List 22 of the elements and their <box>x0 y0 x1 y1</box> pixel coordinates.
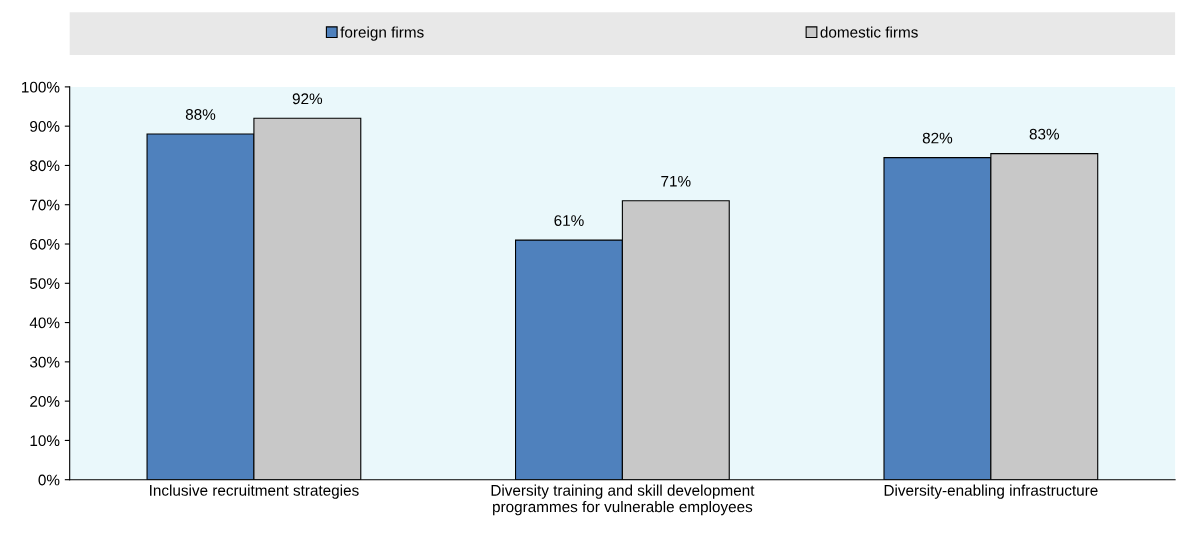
y-tick-label: 20% <box>30 396 60 407</box>
data-label: 83% <box>1029 128 1060 140</box>
y-tick-label: 70% <box>30 199 60 211</box>
legend-label: domestic firms <box>820 26 918 38</box>
y-tick-label: 90% <box>30 121 60 132</box>
data-label: 61% <box>554 215 584 226</box>
data-label: 71% <box>661 175 691 187</box>
y-tick-label: 30% <box>29 356 60 368</box>
data-label: 82% <box>922 132 953 144</box>
y-tick-label: 60% <box>30 238 60 250</box>
x-tick-label: Diversity training and skill development programmes for vulnerable employees <box>491 484 755 516</box>
y-tick-label: 50% <box>29 278 60 289</box>
y-tick-label: 0% <box>38 474 60 486</box>
x-tick-label: Inclusive recruitment strategies <box>150 484 359 499</box>
data-label: 88% <box>185 109 216 120</box>
y-tick-label: 100% <box>22 81 60 93</box>
y-tick-label: 40% <box>29 317 60 329</box>
y-tick-label: 80% <box>30 160 60 172</box>
legend-label: foreign firms <box>340 26 424 41</box>
x-tick-label: Diversity-enabling infrastructure <box>884 484 1098 499</box>
y-tick-label: 10% <box>30 435 60 447</box>
data-label: 92% <box>292 93 323 105</box>
